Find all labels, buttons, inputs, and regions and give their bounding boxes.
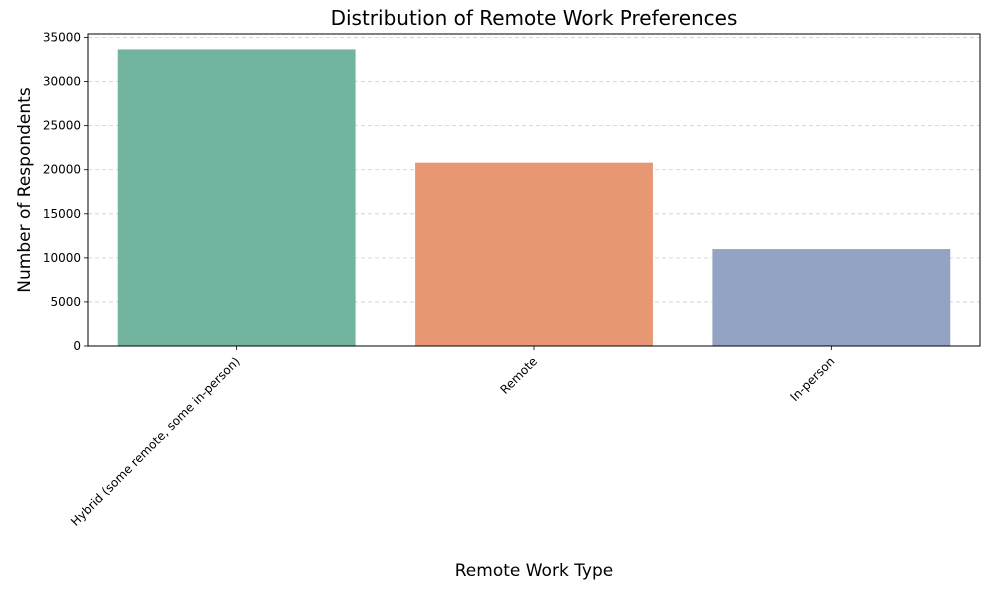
x-tick-label: Remote [497, 354, 540, 397]
x-tick-label: Hybrid (some remote, some in-person) [68, 354, 243, 529]
y-tick-label: 35000 [43, 31, 81, 45]
bar [712, 249, 951, 346]
y-tick-label: 15000 [43, 207, 81, 221]
x-tick-label: In-person [788, 354, 838, 404]
bars [117, 49, 951, 346]
y-tick-label: 5000 [50, 295, 81, 309]
x-axis-ticks: Hybrid (some remote, some in-person) Remo… [68, 346, 837, 529]
y-tick-label: 0 [73, 339, 81, 353]
y-tick-label: 10000 [43, 251, 81, 265]
bar [415, 162, 653, 346]
y-tick-label: 30000 [43, 75, 81, 89]
y-tick-label: 20000 [43, 163, 81, 177]
y-axis-label: Number of Respondents [15, 87, 35, 293]
y-tick-label: 25000 [43, 119, 81, 133]
bar [117, 49, 356, 346]
chart-title: Distribution of Remote Work Preferences [331, 6, 738, 30]
y-axis-ticks: 0 5000 10000 15000 20000 25000 30000 35000 [43, 31, 88, 353]
x-axis-label: Remote Work Type [455, 561, 614, 581]
